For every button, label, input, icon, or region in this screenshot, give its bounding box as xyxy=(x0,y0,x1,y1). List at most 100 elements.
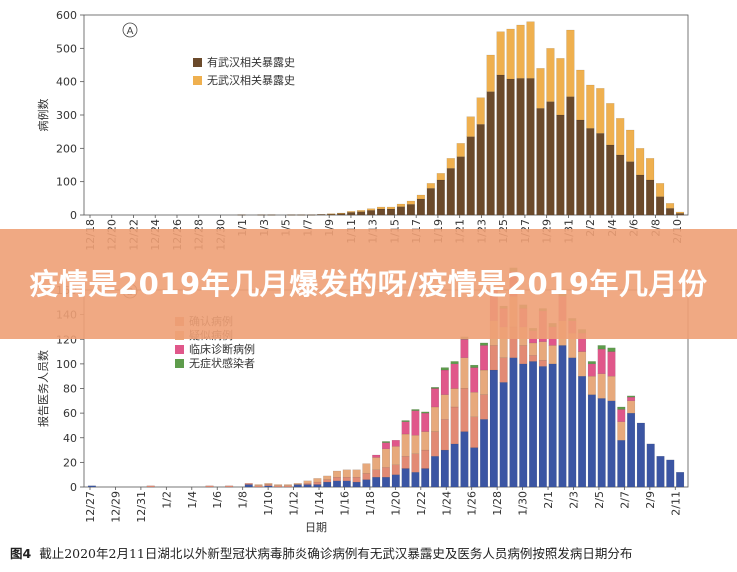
x-tick-label: 12/31 xyxy=(135,491,148,523)
bar-segment xyxy=(627,400,636,414)
bar-segment xyxy=(436,173,445,181)
bar-segment xyxy=(313,481,322,485)
bar-segment xyxy=(627,395,636,398)
bar-segment xyxy=(431,387,439,389)
figure-caption-text: 截止2020年2月11日湖北以外新型冠状病毒肺炎确诊病例有无武汉暴露史及医务人员… xyxy=(39,546,633,561)
bar-segment xyxy=(596,88,605,134)
bar-segment xyxy=(480,394,489,420)
y-tick-label: 400 xyxy=(56,76,77,89)
bar-segment xyxy=(327,213,336,215)
bar-segment xyxy=(556,58,565,116)
bar-segment xyxy=(617,406,626,410)
bar-segment xyxy=(496,31,505,76)
bar-segment xyxy=(401,433,410,457)
bar-segment xyxy=(578,351,587,377)
bar-segment xyxy=(352,469,361,478)
bar-segment xyxy=(558,345,567,488)
x-tick-label: 1/14 xyxy=(313,491,326,516)
y-tick-label: 20 xyxy=(63,456,77,469)
bar-segment xyxy=(264,483,273,485)
bar-segment xyxy=(636,148,645,176)
bar-segment xyxy=(342,476,351,481)
bar-segment xyxy=(586,128,595,216)
bar-segment xyxy=(446,158,455,169)
figure-caption: 图4 截止2020年2月11日湖北以外新型冠状病毒肺炎确诊病例有无武汉暴露史及医务… xyxy=(10,543,732,562)
bar-segment xyxy=(431,456,439,488)
bar-segment xyxy=(617,440,626,488)
bar-segment xyxy=(607,376,616,401)
bar-segment xyxy=(372,457,381,470)
bar-segment xyxy=(146,485,155,488)
x-tick-label: 1/22 xyxy=(415,491,428,516)
bar-segment xyxy=(382,441,390,443)
bar-segment xyxy=(519,345,528,365)
bar-segment xyxy=(396,203,405,207)
bar-segment xyxy=(666,459,675,488)
bar-segment xyxy=(480,419,489,488)
bar-segment xyxy=(587,361,596,365)
y-tick-label: 0 xyxy=(70,209,77,222)
bar-segment xyxy=(597,348,606,374)
bar-segment xyxy=(516,78,525,216)
bar-segment xyxy=(431,406,439,432)
x-tick-label: 1/18 xyxy=(364,491,377,516)
legend-swatch xyxy=(175,359,184,368)
bar-segment xyxy=(205,485,214,488)
bar-segment xyxy=(323,479,332,483)
bar-segment xyxy=(264,485,273,488)
bar-segment xyxy=(401,468,410,488)
bar-segment xyxy=(636,422,645,488)
bar-segment xyxy=(440,369,449,395)
bar-segment xyxy=(538,366,547,488)
bar-segment xyxy=(352,481,361,488)
panel-letter-circle xyxy=(122,22,138,38)
banner-title: 疫情是2019年几月爆发的呀/疫情是2019年几月份 xyxy=(29,267,708,301)
bar-segment xyxy=(323,475,332,480)
bar-segment xyxy=(636,174,645,216)
bar-segment xyxy=(489,345,498,371)
bar-segment xyxy=(607,347,616,352)
bar-segment xyxy=(548,363,557,488)
bar-segment xyxy=(421,411,430,414)
bar-segment xyxy=(607,400,616,488)
bar-segment xyxy=(666,208,675,216)
bar-segment xyxy=(476,124,485,216)
bar-segment xyxy=(597,345,606,350)
bar-segment xyxy=(382,467,390,478)
bar-segment xyxy=(386,208,396,216)
bar-segment xyxy=(333,480,341,488)
bar-segment xyxy=(254,485,263,488)
bar-segment xyxy=(382,442,390,449)
bar-segment xyxy=(480,345,489,371)
bar-segment xyxy=(367,208,376,211)
title-banner: 疫情是2019年几月爆发的呀/疫情是2019年几月份 xyxy=(0,229,737,339)
legend-swatch xyxy=(175,345,184,354)
x-tick-label: 2/7 xyxy=(618,491,631,509)
bar-segment xyxy=(616,154,625,216)
bar-segment xyxy=(556,114,565,216)
figure-number: 图4 xyxy=(10,546,32,561)
bar-segment xyxy=(576,119,585,216)
y-axis-label: 病例数 xyxy=(36,99,50,132)
bar-segment xyxy=(519,363,528,488)
bar-segment xyxy=(450,363,459,389)
bar-segment xyxy=(450,443,459,488)
bar-segment xyxy=(506,78,515,216)
bar-segment xyxy=(546,48,555,102)
x-tick-label: 1/26 xyxy=(466,491,479,516)
bar-segment xyxy=(421,468,430,488)
bar-segment xyxy=(401,421,410,435)
bar-segment xyxy=(317,214,326,216)
bar-segment xyxy=(274,484,283,486)
bar-segment xyxy=(499,357,508,383)
bar-segment xyxy=(627,396,636,401)
bar-segment xyxy=(440,449,449,488)
bar-segment xyxy=(283,485,292,488)
bar-segment xyxy=(587,363,596,377)
bar-segment xyxy=(376,206,386,210)
bar-segment xyxy=(606,103,615,146)
bar-segment xyxy=(362,479,371,488)
bar-segment xyxy=(606,144,615,216)
bar-segment xyxy=(526,78,535,216)
bar-segment xyxy=(436,179,445,216)
